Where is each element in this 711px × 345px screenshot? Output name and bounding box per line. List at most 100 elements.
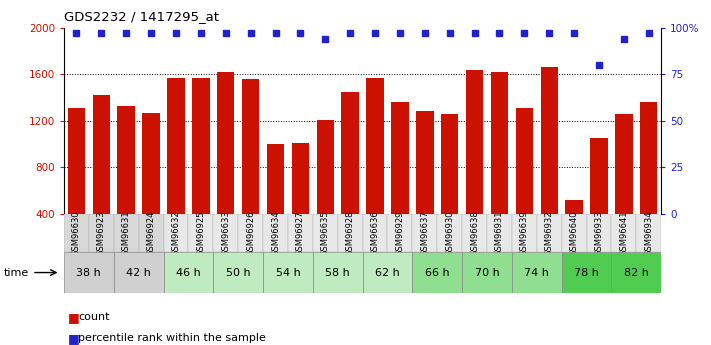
Bar — [68, 108, 85, 214]
Text: GSM96934: GSM96934 — [644, 210, 653, 256]
Text: time: time — [4, 268, 29, 277]
Bar — [462, 214, 487, 252]
Text: GSM96932: GSM96932 — [545, 210, 554, 256]
Text: 58 h: 58 h — [326, 268, 350, 277]
Bar — [64, 252, 114, 293]
Bar — [615, 114, 633, 214]
Bar — [512, 252, 562, 293]
Text: GSM96632: GSM96632 — [171, 210, 181, 256]
Bar — [114, 214, 139, 252]
Bar — [338, 214, 363, 252]
Bar — [487, 214, 512, 252]
Bar — [366, 78, 384, 214]
Text: GSM96923: GSM96923 — [97, 210, 106, 256]
Bar — [491, 72, 508, 214]
Text: 74 h: 74 h — [525, 268, 549, 277]
Text: percentile rank within the sample: percentile rank within the sample — [78, 333, 266, 343]
Bar — [288, 214, 313, 252]
Bar — [387, 214, 412, 252]
Text: 38 h: 38 h — [77, 268, 101, 277]
Bar — [363, 252, 412, 293]
Text: GSM96636: GSM96636 — [370, 210, 380, 256]
Bar — [512, 214, 537, 252]
Text: GSM96633: GSM96633 — [221, 210, 230, 256]
Bar — [89, 214, 114, 252]
Bar — [636, 214, 661, 252]
Text: GSM96634: GSM96634 — [271, 210, 280, 256]
Bar — [313, 214, 338, 252]
Text: GSM96639: GSM96639 — [520, 210, 529, 256]
Bar — [640, 102, 658, 214]
Bar — [164, 252, 213, 293]
Bar — [217, 72, 235, 214]
Bar — [537, 214, 562, 252]
Text: ■: ■ — [68, 332, 80, 345]
Text: 70 h: 70 h — [475, 268, 499, 277]
Bar — [192, 78, 210, 214]
Bar — [188, 214, 213, 252]
Text: GSM96930: GSM96930 — [445, 210, 454, 256]
Text: GDS2232 / 1417295_at: GDS2232 / 1417295_at — [64, 10, 219, 23]
Bar — [466, 69, 483, 214]
Bar — [540, 67, 558, 214]
Bar — [263, 214, 288, 252]
Bar — [242, 79, 260, 214]
Text: 46 h: 46 h — [176, 268, 201, 277]
Text: GSM96929: GSM96929 — [395, 210, 405, 256]
Text: 50 h: 50 h — [226, 268, 250, 277]
Text: GSM96640: GSM96640 — [570, 210, 579, 256]
Text: ■: ■ — [68, 311, 80, 324]
Bar — [412, 252, 462, 293]
Text: GSM96928: GSM96928 — [346, 210, 355, 256]
Bar — [213, 214, 238, 252]
Bar — [92, 95, 110, 214]
Text: 66 h: 66 h — [425, 268, 449, 277]
Bar — [64, 214, 89, 252]
Bar — [139, 214, 164, 252]
Bar — [590, 138, 608, 214]
Text: 82 h: 82 h — [624, 268, 648, 277]
Bar — [142, 112, 160, 214]
Bar — [167, 78, 185, 214]
Text: GSM96637: GSM96637 — [420, 210, 429, 256]
Bar — [263, 252, 313, 293]
Text: 42 h: 42 h — [127, 268, 151, 277]
Text: GSM96631: GSM96631 — [122, 210, 131, 256]
Bar — [441, 114, 459, 214]
Text: GSM96638: GSM96638 — [470, 210, 479, 256]
Bar — [611, 214, 636, 252]
Bar — [238, 214, 263, 252]
Bar — [292, 143, 309, 214]
Bar — [316, 120, 334, 214]
Text: GSM96924: GSM96924 — [146, 210, 156, 256]
Text: count: count — [78, 313, 109, 322]
Bar — [462, 252, 512, 293]
Bar — [267, 144, 284, 214]
Bar — [341, 92, 359, 214]
Text: 54 h: 54 h — [276, 268, 300, 277]
Bar — [114, 252, 164, 293]
Bar — [363, 214, 387, 252]
Bar — [515, 108, 533, 214]
Bar — [565, 200, 583, 214]
Text: 78 h: 78 h — [574, 268, 599, 277]
Bar — [562, 252, 611, 293]
Bar — [164, 214, 188, 252]
Text: GSM96933: GSM96933 — [594, 210, 604, 256]
Bar — [412, 214, 437, 252]
Bar — [611, 252, 661, 293]
Bar — [213, 252, 263, 293]
Bar — [313, 252, 363, 293]
Text: GSM96641: GSM96641 — [619, 210, 629, 256]
Bar — [416, 111, 434, 214]
Bar — [562, 214, 587, 252]
Bar — [587, 214, 611, 252]
Text: GSM96630: GSM96630 — [72, 210, 81, 256]
Bar — [117, 106, 135, 214]
Bar — [437, 214, 462, 252]
Text: GSM96925: GSM96925 — [196, 210, 205, 256]
Text: GSM96927: GSM96927 — [296, 210, 305, 256]
Text: GSM96926: GSM96926 — [246, 210, 255, 256]
Bar — [391, 102, 409, 214]
Text: GSM96635: GSM96635 — [321, 210, 330, 256]
